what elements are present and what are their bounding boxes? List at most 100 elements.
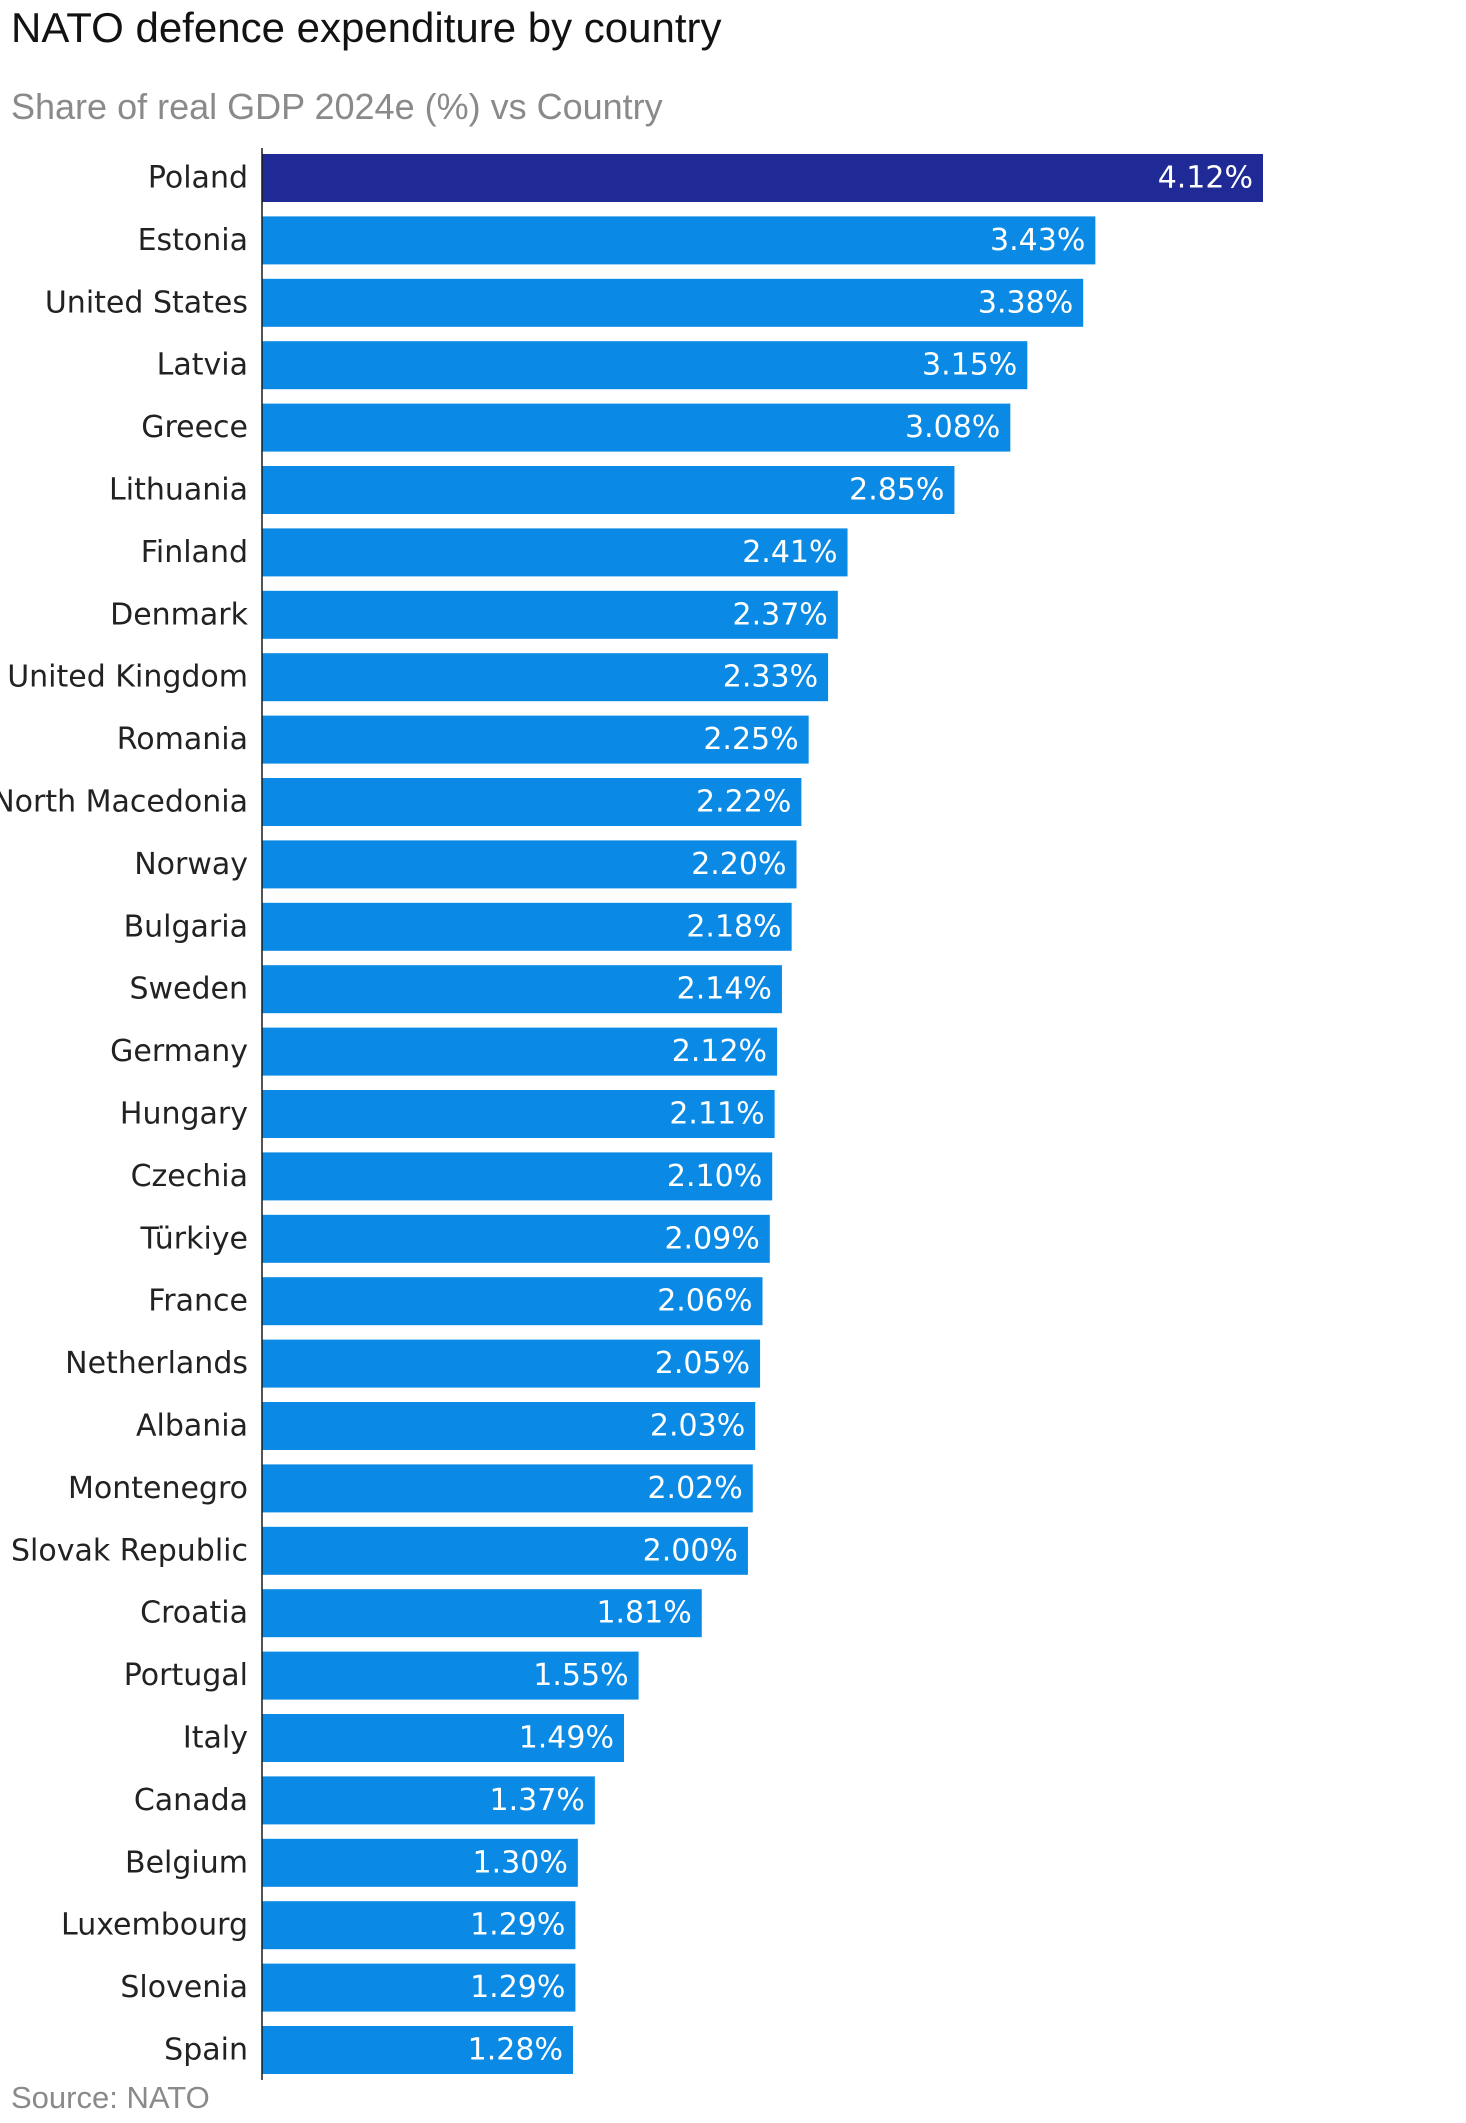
value-label: 3.38% xyxy=(978,285,1073,320)
value-label: 1.29% xyxy=(470,1908,565,1943)
category-label: Czechia xyxy=(131,1159,248,1194)
category-label: Portugal xyxy=(124,1658,248,1693)
value-label: 1.28% xyxy=(468,2033,563,2068)
bar xyxy=(262,278,1084,327)
bar xyxy=(262,653,829,702)
value-label: 2.12% xyxy=(672,1034,767,1069)
value-label: 2.22% xyxy=(696,785,791,820)
bar-row: Belgium 1.30% xyxy=(125,1838,578,1887)
bar xyxy=(262,965,782,1014)
category-label: Italy xyxy=(183,1721,248,1756)
value-label: 4.12% xyxy=(1158,161,1253,196)
bar xyxy=(262,1090,775,1138)
bar-row: United Kingdom 2.33% xyxy=(7,653,829,702)
value-label: 2.02% xyxy=(647,1471,742,1506)
bar-row: Italy 1.49% xyxy=(183,1714,625,1762)
value-label: 1.55% xyxy=(533,1658,628,1693)
value-label: 2.03% xyxy=(650,1409,745,1444)
bar xyxy=(262,2026,573,2074)
bar xyxy=(262,1838,578,1887)
category-label: Lithuania xyxy=(109,473,248,508)
value-label: 1.81% xyxy=(596,1596,691,1631)
category-label: Spain xyxy=(164,2033,248,2068)
category-label: Norway xyxy=(134,847,248,882)
category-label: Luxembourg xyxy=(61,1908,248,1943)
bar xyxy=(262,403,1011,452)
value-label: 2.00% xyxy=(643,1533,738,1568)
bar-row: Greece 3.08% xyxy=(141,403,1011,452)
bar xyxy=(262,1339,761,1388)
category-label: Poland xyxy=(148,161,248,196)
value-label: 1.29% xyxy=(470,1970,565,2005)
category-label: France xyxy=(148,1284,248,1319)
category-label: United States xyxy=(45,285,248,320)
bar-row: Romania 2.25% xyxy=(117,715,809,764)
category-label: Denmark xyxy=(110,597,249,632)
category-label: Croatia xyxy=(140,1596,248,1631)
bar-row: Czechia 2.10% xyxy=(131,1152,773,1201)
bar-row: Slovak Republic 2.00% xyxy=(11,1526,748,1575)
category-label: Türkiye xyxy=(140,1221,248,1256)
bar xyxy=(262,1152,773,1201)
bar-row: Netherlands 2.05% xyxy=(65,1339,761,1388)
value-label: 3.15% xyxy=(922,348,1017,383)
bar-row: Denmark 2.37% xyxy=(110,590,838,639)
bar-row: Bulgaria 2.18% xyxy=(124,902,792,951)
bar-row: France 2.06% xyxy=(148,1277,763,1326)
category-label: Finland xyxy=(141,535,248,570)
bar xyxy=(262,1901,576,1950)
value-label: 2.41% xyxy=(742,535,837,570)
bar-row: Germany 2.12% xyxy=(110,1027,778,1076)
bar xyxy=(262,466,955,514)
value-label: 2.11% xyxy=(669,1097,764,1132)
bar-row: Slovenia 1.29% xyxy=(120,1963,576,2012)
chart-title: NATO defence expenditure by country xyxy=(11,4,722,51)
category-label: Germany xyxy=(110,1034,248,1069)
category-label: Estonia xyxy=(138,223,248,258)
value-label: 2.06% xyxy=(657,1284,752,1319)
bar xyxy=(262,216,1096,265)
bar-row: Canada 1.37% xyxy=(134,1776,595,1825)
bar xyxy=(262,1214,770,1263)
bar-row: Finland 2.41% xyxy=(141,528,848,577)
bar-row: North Macedonia 2.22% xyxy=(0,778,802,826)
value-label: 1.37% xyxy=(490,1783,585,1818)
category-label: United Kingdom xyxy=(7,660,248,695)
bar-row: Albania 2.03% xyxy=(136,1402,756,1450)
bar-row: United States 3.38% xyxy=(45,278,1084,327)
bar xyxy=(262,590,838,639)
bar-row: Lithuania 2.85% xyxy=(109,466,955,514)
category-label: Slovak Republic xyxy=(11,1533,248,1568)
category-label: Belgium xyxy=(125,1845,248,1880)
bar xyxy=(262,1277,763,1326)
category-label: Canada xyxy=(134,1783,248,1818)
value-label: 2.33% xyxy=(723,660,818,695)
bar-row: Luxembourg 1.29% xyxy=(61,1901,576,1950)
bar xyxy=(262,1776,595,1825)
value-label: 1.30% xyxy=(473,1845,568,1880)
bar xyxy=(262,154,1263,202)
bar xyxy=(262,528,848,577)
bar-row: Norway 2.20% xyxy=(134,840,797,889)
value-label: 2.85% xyxy=(849,473,944,508)
bar-row: Spain 1.28% xyxy=(164,2026,573,2074)
bar xyxy=(262,341,1028,390)
bar-row: Hungary 2.11% xyxy=(120,1090,775,1138)
category-label: Hungary xyxy=(120,1097,248,1132)
category-label: Netherlands xyxy=(65,1346,248,1381)
category-label: North Macedonia xyxy=(0,785,248,820)
value-label: 3.43% xyxy=(990,223,1085,258)
category-label: Latvia xyxy=(157,348,248,383)
value-label: 2.14% xyxy=(677,972,772,1007)
value-label: 1.49% xyxy=(519,1721,614,1756)
bar-row: Portugal 1.55% xyxy=(124,1651,639,1700)
bar xyxy=(262,840,797,889)
value-label: 2.10% xyxy=(667,1159,762,1194)
value-label: 2.09% xyxy=(664,1221,759,1256)
category-label: Romania xyxy=(117,722,248,757)
bar xyxy=(262,1402,756,1450)
source-note: Source: NATO xyxy=(11,2080,210,2115)
bar-row: Montenegro 2.02% xyxy=(68,1464,753,1513)
value-label: 2.37% xyxy=(733,597,828,632)
